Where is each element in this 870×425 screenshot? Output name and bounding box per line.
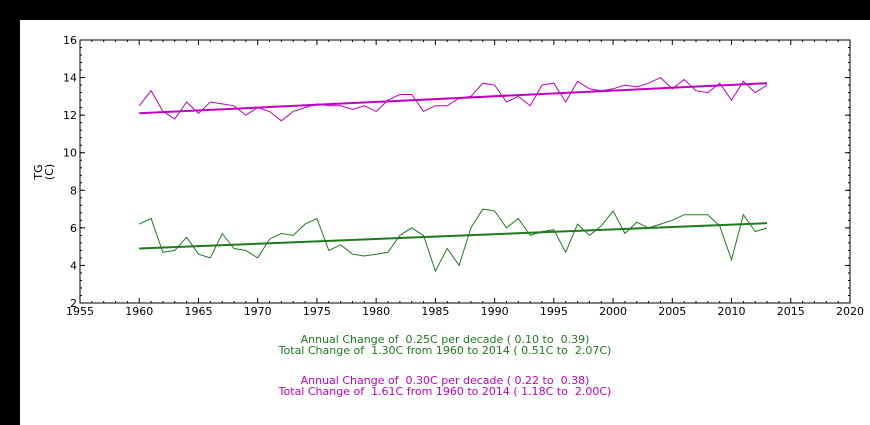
figure-frame: 1955 1960 1965 1970 1975 1980 1985 1990 1995 2000… xyxy=(20,20,870,425)
x-tick-label: 1995 xyxy=(540,305,568,318)
y-tick-label: 16 xyxy=(63,34,77,47)
plot-frame xyxy=(79,39,851,304)
green-annual-change-note: Annual Change of 0.25C per decade ( 0.10… xyxy=(300,333,590,346)
y-tick-label: 8 xyxy=(70,184,77,197)
x-tick-label: 1955 xyxy=(66,305,94,318)
x-tick-label: 2000 xyxy=(599,305,627,318)
y-tick-label: 14 xyxy=(63,72,77,85)
magenta-series-line xyxy=(138,77,768,122)
x-tick-label: 1980 xyxy=(362,305,390,318)
y-tick-label: 12 xyxy=(63,109,77,122)
plot-area: 1955 1960 1965 1970 1975 1980 1985 1990 1995 2000… xyxy=(63,34,864,318)
magenta-annual-change-note: Annual Change of 0.30C per decade ( 0.22… xyxy=(300,374,590,387)
chart-svg: 1955 1960 1965 1970 1975 1980 1985 1990 1995 2000… xyxy=(32,34,864,318)
magenta-trend-line xyxy=(139,82,768,115)
green-series-line xyxy=(138,208,768,273)
y-tick-label: 2 xyxy=(70,297,77,310)
y-axis-label-line1: TG xyxy=(32,164,45,180)
x-tick-label: 2015 xyxy=(777,305,805,318)
x-tick-label: 2010 xyxy=(718,305,746,318)
x-tick-label: 2020 xyxy=(836,305,864,318)
x-tick-label: 1960 xyxy=(125,305,153,318)
y-tick-label: 4 xyxy=(70,259,77,272)
magenta-total-change-note: Total Change of 1.61C from 1960 to 2014 … xyxy=(278,385,612,398)
x-tick-label: 2005 xyxy=(658,305,686,318)
x-tick-label: 1975 xyxy=(303,305,331,318)
green-total-change-note: Total Change of 1.30C from 1960 to 2014 … xyxy=(278,344,612,357)
x-tick-label: 1990 xyxy=(481,305,509,318)
y-axis-label-line2: (C) xyxy=(43,164,56,180)
x-tick-label: 1970 xyxy=(244,305,272,318)
y-tick-label: 10 xyxy=(63,147,77,160)
green-trend-line xyxy=(139,222,768,250)
x-tick-label: 1965 xyxy=(184,305,212,318)
y-tick-label: 6 xyxy=(70,222,77,235)
x-tick-label: 1985 xyxy=(421,305,449,318)
